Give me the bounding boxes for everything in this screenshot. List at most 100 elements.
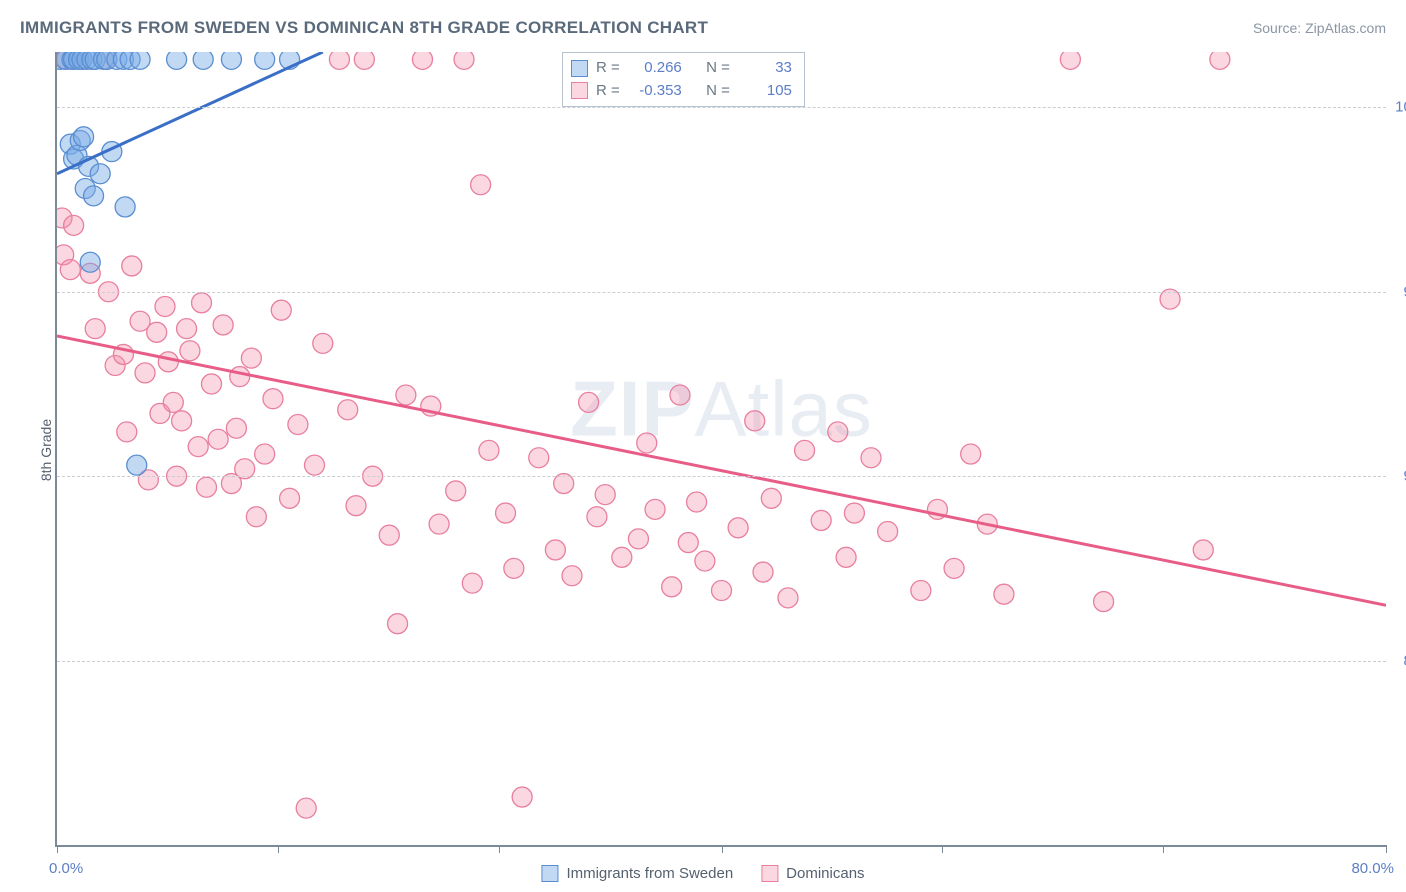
legend-item-dominicans: Dominicans [761, 865, 864, 882]
marker-dominicans [379, 525, 399, 545]
marker-dominicans [778, 588, 798, 608]
marker-dominicans [587, 507, 607, 527]
marker-sweden [221, 52, 241, 69]
marker-dominicans [454, 52, 474, 69]
marker-dominicans [878, 521, 898, 541]
legend-item-sweden: Immigrants from Sweden [541, 865, 733, 882]
marker-dominicans [412, 52, 432, 69]
gridline [57, 476, 1386, 477]
marker-sweden [80, 252, 100, 272]
marker-dominicans [271, 300, 291, 320]
marker-dominicans [562, 566, 582, 586]
marker-dominicans [201, 374, 221, 394]
stats-box: R =0.266 N =33 R =-0.353 N =105 [562, 52, 805, 107]
trendline-sweden [57, 52, 323, 174]
marker-sweden [127, 455, 147, 475]
legend-swatch-dominicans [761, 865, 778, 882]
marker-dominicans [117, 422, 137, 442]
stats-row-dominicans: R =-0.353 N =105 [571, 80, 792, 103]
marker-dominicans [155, 296, 175, 316]
x-tick [57, 845, 58, 853]
page-title: IMMIGRANTS FROM SWEDEN VS DOMINICAN 8TH … [20, 18, 708, 38]
bottom-legend: Immigrants from Sweden Dominicans [541, 865, 864, 882]
marker-sweden [90, 164, 110, 184]
marker-dominicans [255, 444, 275, 464]
marker-dominicans [60, 260, 80, 280]
marker-dominicans [944, 558, 964, 578]
marker-dominicans [1094, 592, 1114, 612]
marker-dominicans [230, 367, 250, 387]
marker-dominicans [147, 322, 167, 342]
marker-dominicans [670, 385, 690, 405]
marker-dominicans [177, 319, 197, 339]
plot-area: ZIPAtlas R =0.266 N =33 R =-0.353 N =105… [55, 52, 1386, 847]
marker-sweden [255, 52, 275, 69]
marker-dominicans [388, 614, 408, 634]
marker-dominicans [961, 444, 981, 464]
stats-row-sweden: R =0.266 N =33 [571, 57, 792, 80]
marker-dominicans [1210, 52, 1230, 69]
marker-dominicans [85, 319, 105, 339]
swatch-sweden [571, 60, 588, 77]
marker-dominicans [226, 418, 246, 438]
marker-sweden [167, 52, 187, 69]
marker-dominicans [64, 215, 84, 235]
marker-sweden [193, 52, 213, 69]
marker-dominicans [637, 433, 657, 453]
marker-dominicans [761, 488, 781, 508]
marker-dominicans [753, 562, 773, 582]
marker-dominicans [795, 440, 815, 460]
legend-label-dominicans: Dominicans [786, 865, 864, 882]
marker-dominicans [728, 518, 748, 538]
marker-dominicans [512, 787, 532, 807]
marker-dominicans [180, 341, 200, 361]
marker-dominicans [213, 315, 233, 335]
gridline [57, 661, 1386, 662]
y-axis-title: 8th Grade [38, 418, 54, 480]
marker-dominicans [304, 455, 324, 475]
x-axis-label-min: 0.0% [49, 860, 83, 877]
marker-dominicans [828, 422, 848, 442]
swatch-dominicans [571, 82, 588, 99]
marker-dominicans [241, 348, 261, 368]
marker-dominicans [579, 392, 599, 412]
marker-dominicans [429, 514, 449, 534]
x-tick [942, 845, 943, 853]
gridline [57, 107, 1386, 108]
chart-container: 8th Grade ZIPAtlas R =0.266 N =33 R =-0.… [55, 52, 1386, 847]
marker-dominicans [595, 485, 615, 505]
marker-sweden [74, 127, 94, 147]
marker-dominicans [645, 499, 665, 519]
marker-dominicans [628, 529, 648, 549]
marker-dominicans [313, 333, 333, 353]
marker-dominicans [446, 481, 466, 501]
marker-dominicans [288, 415, 308, 435]
marker-dominicans [529, 448, 549, 468]
gridline [57, 292, 1386, 293]
marker-dominicans [479, 440, 499, 460]
marker-dominicans [612, 547, 632, 567]
marker-dominicans [687, 492, 707, 512]
marker-dominicans [861, 448, 881, 468]
plot-svg [57, 52, 1386, 845]
source-credit: Source: ZipAtlas.com [1253, 20, 1386, 36]
y-tick-label: 100.0% [1395, 99, 1406, 116]
marker-dominicans [246, 507, 266, 527]
marker-dominicans [158, 352, 178, 372]
x-tick [499, 845, 500, 853]
marker-dominicans [354, 52, 374, 69]
marker-dominicans [296, 798, 316, 818]
marker-dominicans [192, 293, 212, 313]
legend-swatch-sweden [541, 865, 558, 882]
x-tick [1163, 845, 1164, 853]
x-tick [1386, 845, 1387, 853]
marker-dominicans [396, 385, 416, 405]
x-tick [722, 845, 723, 853]
trendline-dominicans [57, 336, 1386, 605]
x-tick [278, 845, 279, 853]
marker-dominicans [1193, 540, 1213, 560]
marker-dominicans [678, 533, 698, 553]
marker-dominicans [263, 389, 283, 409]
marker-dominicans [280, 488, 300, 508]
marker-dominicans [811, 510, 831, 530]
